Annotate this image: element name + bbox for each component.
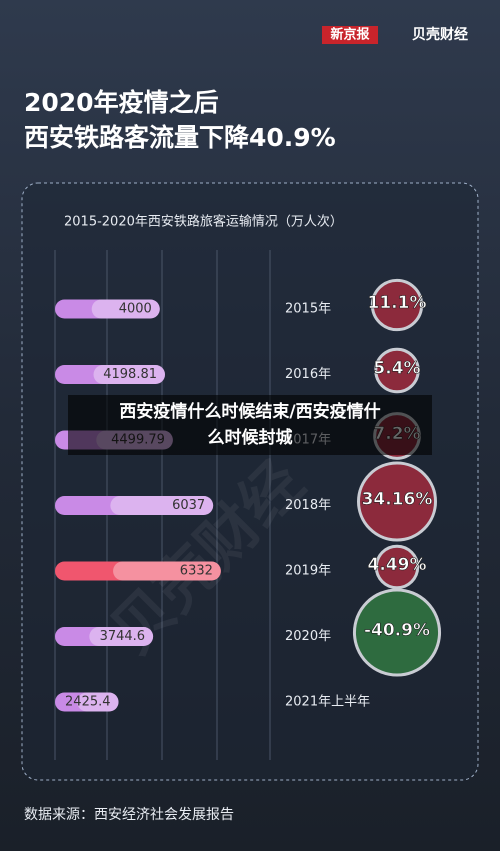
bar-highlight — [113, 561, 221, 581]
growth-circle — [352, 588, 442, 677]
growth-circle — [374, 347, 420, 394]
logo-left: 新京报 — [330, 27, 370, 43]
growth-label: 11.1% — [368, 293, 427, 313]
value-label: 6332 — [180, 564, 213, 579]
bar-highlight — [110, 496, 214, 515]
value-label: 4198.81 — [103, 367, 157, 382]
value-label: 4000 — [119, 302, 152, 317]
bar-highlight — [89, 627, 154, 646]
source: 数据来源：西安经济社会发展报告 — [24, 807, 234, 823]
bar-highlight — [77, 692, 119, 712]
bar — [55, 692, 119, 712]
overlay-banner — [68, 395, 432, 455]
overlay-text: 么时候封城 — [208, 427, 293, 448]
bar — [55, 627, 154, 646]
bar-highlight — [91, 299, 160, 319]
category-label: 2020年 — [285, 629, 331, 644]
bar-highlight — [93, 365, 166, 384]
value-label: 6037 — [172, 498, 205, 513]
growth-label: -40.9% — [364, 621, 430, 641]
growth-circle — [374, 544, 420, 590]
category-label: 2021年上半年 — [285, 695, 370, 710]
bar — [55, 299, 160, 319]
category-label: 2018年 — [285, 498, 331, 513]
value-label: 2425.4 — [65, 695, 111, 710]
logo-right: 贝壳财经 — [412, 26, 468, 43]
growth-circle — [370, 278, 424, 332]
title-line: 2020年疫情之后 — [24, 88, 219, 117]
category-label: 2019年 — [285, 564, 331, 579]
category-label: 2016年 — [285, 367, 331, 382]
overlay-text: 西安疫情什么时候结束/西安疫情什 — [119, 401, 380, 422]
title-line: 西安铁路客流量下降40.9% — [24, 123, 336, 152]
growth-label: 5.4% — [373, 359, 420, 379]
category-label: 2015年 — [285, 302, 331, 317]
growth-circle — [357, 461, 437, 542]
bar — [55, 561, 221, 581]
chart-title: 2015-2020年西安铁路旅客运输情况（万人次） — [64, 214, 343, 230]
growth-label: 34.16% — [362, 490, 433, 510]
bar — [55, 496, 214, 515]
logo-box — [322, 26, 378, 44]
value-label: 3744.6 — [100, 629, 146, 644]
bar — [55, 365, 166, 384]
growth-label: 4.49% — [368, 555, 427, 575]
